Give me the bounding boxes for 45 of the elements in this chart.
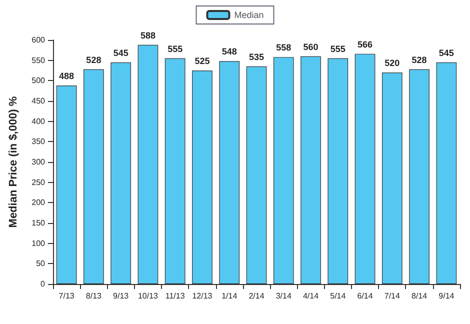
- x-tick-label: 2/14: [248, 292, 265, 300]
- x-tick-label: 9/13: [113, 292, 130, 300]
- y-tick-label: 200: [32, 198, 46, 208]
- x-tick-label: 1/14: [222, 292, 238, 300]
- x-tick-label: 9/14: [438, 292, 455, 300]
- data-label: 545: [438, 48, 454, 58]
- data-label: 488: [59, 71, 74, 82]
- x-tick-label: 8/14: [412, 292, 428, 300]
- y-tick-label: 350: [32, 137, 46, 146]
- data-label: 558: [276, 42, 292, 53]
- y-tick-label: 600: [32, 36, 46, 44]
- data-label: 555: [330, 44, 346, 54]
- data-label: 566: [358, 39, 373, 50]
- x-tick-label: 10/13: [138, 292, 159, 300]
- data-label: 535: [248, 52, 264, 62]
- y-tick-label: 550: [32, 56, 46, 65]
- data-label: 520: [384, 58, 400, 68]
- data-label: 528: [412, 54, 427, 65]
- x-tick-label: 7/13: [58, 292, 75, 300]
- y-tick-label: 0: [40, 280, 46, 288]
- legend-label: Median: [234, 10, 264, 20]
- y-tick-label: 50: [36, 259, 46, 268]
- y-axis-title: Median Price (in $,000) %: [8, 96, 20, 228]
- data-label: 545: [113, 48, 128, 58]
- y-tick-label: 100: [32, 238, 46, 248]
- y-tick-label: 400: [32, 116, 46, 126]
- x-tick-label: 11/13: [165, 292, 186, 300]
- y-tick-label: 250: [32, 178, 46, 187]
- x-tick-label: 5/14: [330, 292, 346, 300]
- y-tick-label: 150: [32, 218, 46, 228]
- data-label: 525: [194, 56, 210, 66]
- x-tick-label: 7/14: [384, 292, 400, 300]
- y-tick-label: 300: [32, 158, 46, 166]
- y-tick-label: 450: [32, 96, 46, 106]
- data-label: 528: [86, 54, 102, 65]
- x-tick-label: 12/13: [192, 292, 213, 300]
- data-label: 560: [303, 42, 318, 52]
- y-tick-label: 500: [32, 76, 46, 86]
- x-tick-label: 4/14: [302, 292, 320, 300]
- x-tick-label: 3/14: [276, 292, 292, 300]
- x-tick-label: 8/13: [86, 292, 102, 300]
- data-label: 588: [140, 30, 156, 40]
- data-label: 555: [168, 44, 183, 54]
- data-label: 548: [222, 46, 237, 57]
- x-tick-label: 6/14: [357, 292, 374, 300]
